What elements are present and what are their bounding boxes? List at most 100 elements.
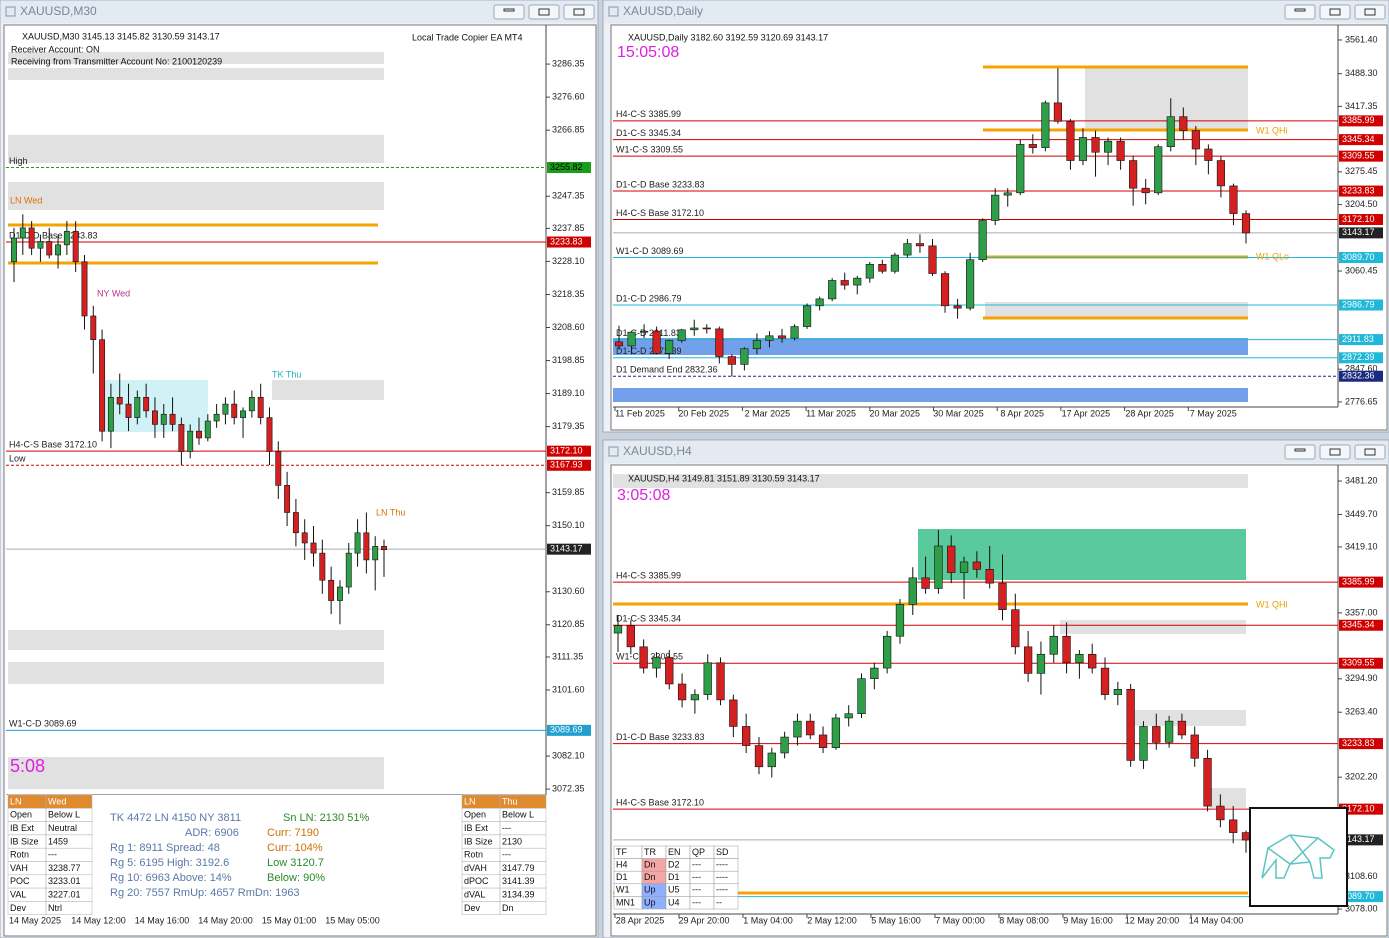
candle-body <box>46 241 53 256</box>
candle-body <box>831 717 841 748</box>
y-tick-label: 3228.10 <box>552 256 585 266</box>
info-stat: Curr: 104% <box>267 842 323 854</box>
level-label: W1-C-D 3089.69 <box>616 246 684 256</box>
level-label: High <box>9 156 28 166</box>
candle-body <box>275 451 282 486</box>
price-tag-label: 3309.55 <box>1342 151 1375 161</box>
candle-body <box>972 561 982 570</box>
x-tick-label: 14 May 2025 <box>9 915 61 925</box>
price-tag-label: 3172.10 <box>1342 804 1375 814</box>
maximize-button[interactable] <box>1319 444 1351 460</box>
price-tag <box>1339 370 1383 382</box>
y-tick-label: 3082.10 <box>552 750 585 760</box>
y-tick-label: 3120.85 <box>552 619 585 629</box>
price-tag-label: 2911.83 <box>1342 334 1374 344</box>
trend-cell-text: Dn <box>644 859 656 869</box>
y-tick-label: 3060.45 <box>1345 265 1378 275</box>
info-stat: TK 4472 LN 4150 NY 3811 <box>110 812 241 824</box>
candle-body <box>998 582 1007 610</box>
close-button[interactable] <box>1354 4 1386 20</box>
info-cell-text: IB Ext <box>10 823 35 833</box>
info-cell-text: dVAL <box>464 889 485 899</box>
candle-body <box>806 720 815 736</box>
candle-body <box>754 745 764 768</box>
y-tick-label: 3108.60 <box>1345 871 1378 881</box>
y-tick-label: 3179.35 <box>552 421 585 431</box>
info-stat: Rg 5: 6195 High: 3192.6 <box>110 857 229 869</box>
candle-body <box>1229 185 1238 214</box>
chart-header: XAUUSD,M30 3145.13 3145.82 3130.59 3143.… <box>22 31 220 41</box>
price-tag-label: 3233.83 <box>1342 185 1375 195</box>
candle-body <box>985 569 994 584</box>
candle-body <box>1116 140 1125 161</box>
candle-body <box>882 635 892 669</box>
minimize-button[interactable] <box>493 4 525 20</box>
info-cell-text: Thu <box>502 796 518 806</box>
candle-body <box>727 356 736 365</box>
trend-cell-text: TF <box>616 847 627 857</box>
window-icon <box>5 6 16 17</box>
level-label: W1-C-S 3309.55 <box>616 145 683 155</box>
x-tick-label: 9 May 16:00 <box>1063 915 1113 925</box>
zone <box>8 135 384 163</box>
candle-body <box>1041 102 1050 148</box>
close-button[interactable] <box>563 4 595 20</box>
candle-body <box>1216 160 1225 187</box>
price-tag <box>1339 657 1383 669</box>
info-cell-text: Rotn <box>10 850 29 860</box>
level-label: D1 Demand End 2832.36 <box>616 365 718 375</box>
x-tick-label: 17 Apr 2025 <box>1062 408 1111 418</box>
price-tag-label: 3172.10 <box>1342 214 1375 224</box>
price-tag <box>1339 576 1383 588</box>
trend-cell-text: -- <box>716 897 722 907</box>
trend-cell-text: --- <box>692 872 701 882</box>
candle-body <box>640 330 649 333</box>
level-label: D1-C-D Base 3233.83 <box>616 179 705 189</box>
candle-body <box>665 340 674 354</box>
candle-body <box>1103 140 1113 153</box>
price-tag <box>547 459 591 471</box>
info-stat: Sn LN: 2130 51% <box>283 812 369 824</box>
candle-body <box>1028 144 1037 148</box>
maximize-button[interactable] <box>1319 4 1351 20</box>
minimize-button[interactable] <box>1284 444 1316 460</box>
minimize-glyph <box>1294 8 1306 12</box>
minimize-button[interactable] <box>1284 4 1316 20</box>
price-tag-label: 3309.55 <box>1342 658 1375 668</box>
y-tick-label: 3101.60 <box>552 684 585 694</box>
price-tag <box>1339 150 1383 162</box>
ea-note: Receiver Account: ON <box>11 44 100 54</box>
zone <box>1210 788 1246 808</box>
candle-body <box>1166 116 1175 147</box>
candle-body <box>337 586 343 601</box>
candle-body <box>915 243 925 247</box>
price-tag <box>1339 891 1383 903</box>
candle-body <box>55 244 61 256</box>
candle-body <box>928 245 937 274</box>
info-cell-text: dPOC <box>464 876 489 886</box>
y-tick-label: 3189.10 <box>552 388 585 398</box>
zone <box>8 52 384 64</box>
price-tag <box>1339 334 1383 346</box>
session-label: W1 QHi <box>1256 599 1288 609</box>
close-button[interactable] <box>1354 444 1386 460</box>
trend-cell-text: MN1 <box>616 897 635 907</box>
level-label: H4-C-S Base 3172.10 <box>9 440 97 450</box>
info-cell-text: LN <box>10 796 22 806</box>
candle-body <box>815 298 824 307</box>
info-stat: Curr: 7190 <box>267 827 319 839</box>
trend-cell-text: --- <box>692 859 701 869</box>
price-tag-label: 3089.70 <box>1342 891 1375 901</box>
price-tag-label: 3345.34 <box>1342 620 1375 630</box>
close-glyph <box>1364 448 1376 456</box>
candle-body <box>1113 689 1122 695</box>
price-tag-label: 3143.17 <box>550 544 583 554</box>
candle-body <box>978 220 987 261</box>
price-tag <box>1339 738 1383 750</box>
maximize-button[interactable] <box>528 4 560 20</box>
maximize-glyph <box>1329 448 1341 456</box>
session-label: TK Thu <box>272 369 301 379</box>
candle-body <box>81 261 88 317</box>
candle-body <box>626 625 635 648</box>
candle-body <box>301 532 308 544</box>
